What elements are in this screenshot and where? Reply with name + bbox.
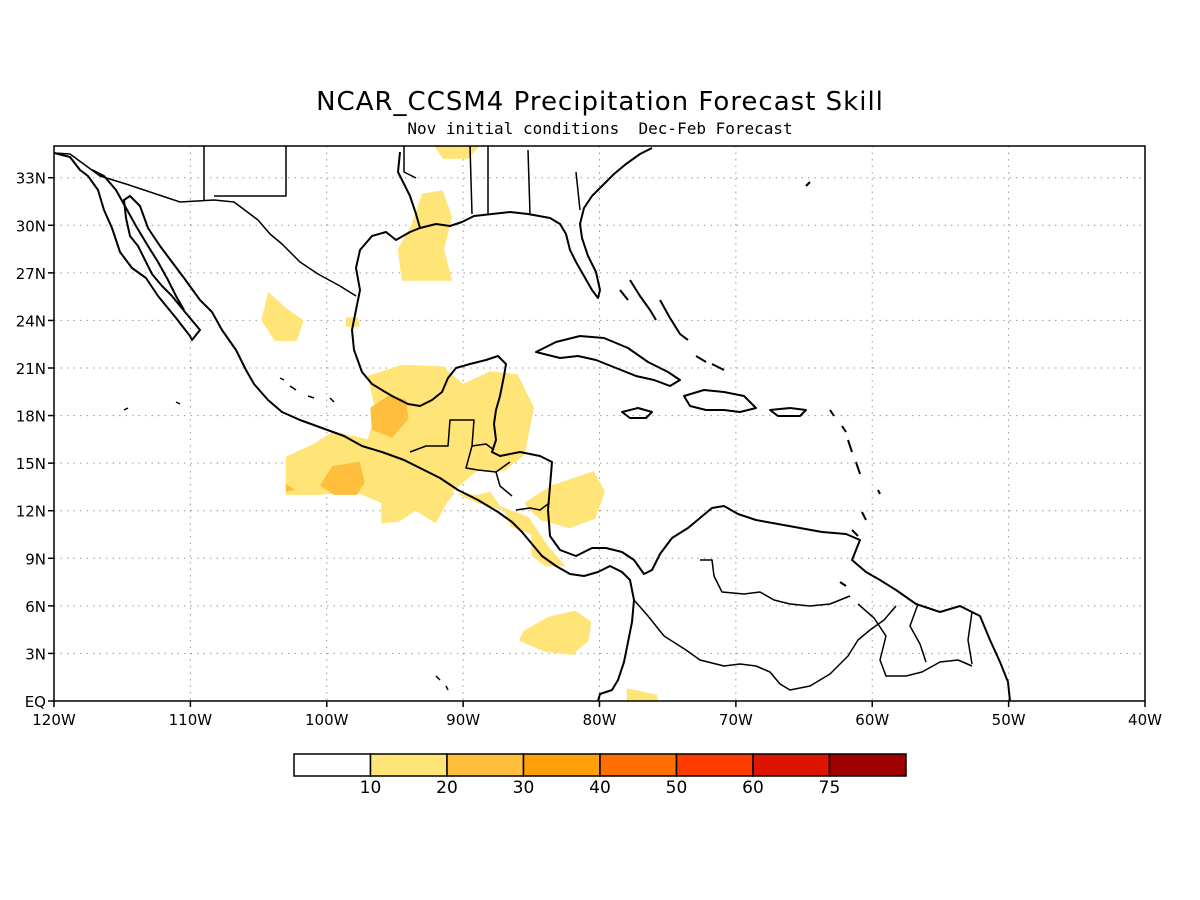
lat-lon-gridlines <box>54 146 1145 701</box>
map-plot-area <box>53 145 1146 702</box>
lat-tick-label: 33N <box>16 170 46 188</box>
lat-tick-label: 15N <box>16 455 46 473</box>
axis-ticks: 120W 110W 100W 90W 80W 70W 60W 50W 40W EQ 3N 6N 9N 12… <box>16 170 1162 729</box>
cuba-outline <box>535 335 681 387</box>
lat-tick-label: 30N <box>16 217 46 235</box>
lon-tick-label: 90W <box>446 711 480 729</box>
central-america-borders <box>409 419 549 511</box>
puerto-rico-outline <box>769 407 807 417</box>
colorbar-swatch <box>446 753 525 777</box>
coastlines-and-borders <box>54 146 1011 701</box>
colorbar: 10 20 30 40 50 60 75 <box>293 753 907 798</box>
colorbar-swatch <box>752 753 831 777</box>
skill-region <box>434 146 480 159</box>
skill-region <box>626 688 659 701</box>
lat-tick-label: 21N <box>16 360 46 378</box>
lat-tick-label: 18N <box>16 408 46 426</box>
lon-tick-label: 50W <box>992 711 1026 729</box>
skill-region <box>319 461 365 495</box>
skill-region <box>519 610 592 655</box>
lon-tick-label: 120W <box>32 711 76 729</box>
lat-tick-label: 3N <box>25 645 46 663</box>
lon-tick-label: 80W <box>583 711 617 729</box>
colorbar-label: 20 <box>436 778 458 798</box>
lon-tick-label: 110W <box>169 711 213 729</box>
colorbar-label: 40 <box>589 778 611 798</box>
lat-tick-label: 9N <box>25 550 46 568</box>
skill-region <box>261 291 304 341</box>
pacific-coastline <box>54 152 635 701</box>
lat-tick-label: EQ <box>25 693 46 711</box>
lon-tick-label: 70W <box>719 711 753 729</box>
skill-region <box>524 471 605 529</box>
gulf-of-california-coast <box>91 169 185 311</box>
colorbar-swatch <box>675 753 754 777</box>
hispaniola-outline <box>683 389 757 413</box>
us-mexico-borders <box>54 146 581 297</box>
skill-region <box>285 483 296 492</box>
colorbar-swatch <box>293 753 372 777</box>
colorbar-label: 10 <box>360 778 382 798</box>
us-gulf-coast <box>419 147 653 299</box>
colorbar-swatch <box>599 753 678 777</box>
gulf-of-mexico-coast <box>351 151 1011 701</box>
colorbar-swatch <box>369 753 448 777</box>
skill-region <box>370 395 409 438</box>
lon-tick-label: 60W <box>855 711 889 729</box>
colorbar-swatch <box>522 753 601 777</box>
colorbar-label: 60 <box>742 778 764 798</box>
south-america-borders <box>633 559 973 691</box>
figure-subtitle: Nov initial conditions Dec-Feb Forecast <box>407 119 792 138</box>
lat-tick-label: 6N <box>25 598 46 616</box>
mexico-interior-detail <box>123 377 449 691</box>
colorbar-swatch <box>828 753 907 777</box>
lesser-antilles <box>829 409 881 587</box>
jamaica-outline <box>621 407 653 419</box>
colorbar-label: 30 <box>513 778 535 798</box>
lon-tick-label: 100W <box>305 711 349 729</box>
lon-tick-label: 40W <box>1128 711 1162 729</box>
bahamas-islands <box>619 181 811 371</box>
lat-tick-label: 12N <box>16 503 46 521</box>
figure-title: NCAR_CCSM4 Precipitation Forecast Skill <box>316 87 884 117</box>
lat-tick-label: 24N <box>16 312 46 330</box>
colorbar-label: 75 <box>819 778 841 798</box>
colorbar-label: 50 <box>666 778 688 798</box>
skill-region <box>397 190 453 281</box>
lat-tick-label: 27N <box>16 265 46 283</box>
